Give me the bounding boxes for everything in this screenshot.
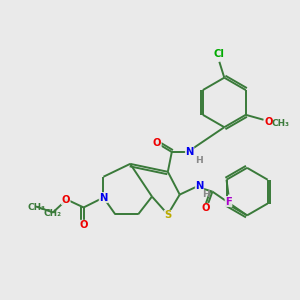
Text: CH₃: CH₃ (272, 119, 290, 128)
Text: O: O (201, 203, 210, 214)
Text: N: N (99, 193, 108, 202)
Text: CH₂: CH₂ (44, 209, 62, 218)
Text: H: H (195, 156, 203, 165)
Text: S: S (164, 210, 172, 220)
Text: O: O (61, 194, 70, 205)
Text: O: O (264, 117, 273, 127)
Text: Cl: Cl (214, 49, 225, 59)
Text: N: N (185, 147, 194, 157)
Text: CH₃: CH₃ (27, 203, 45, 212)
Text: F: F (225, 196, 232, 206)
Text: H: H (202, 190, 210, 199)
Text: O: O (80, 220, 88, 230)
Text: O: O (153, 138, 161, 148)
Text: N: N (195, 181, 204, 191)
